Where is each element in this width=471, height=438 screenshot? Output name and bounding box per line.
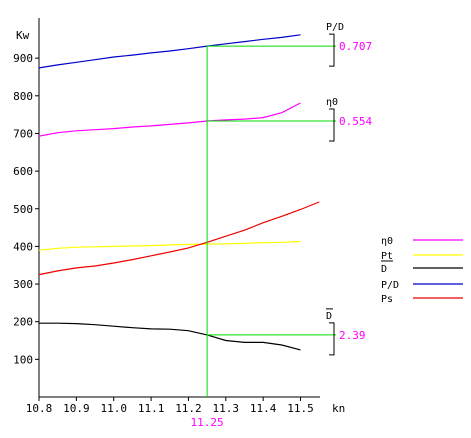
- y-tick-label: 600: [13, 165, 33, 178]
- x-tick-label: 11.4: [250, 402, 277, 415]
- annotation-value-0: 0.554: [339, 115, 372, 128]
- y-tick-label: 500: [13, 203, 33, 216]
- legend-label-ps: Ps: [381, 294, 393, 305]
- y-tick-label: 200: [13, 316, 33, 329]
- x-tick-label: 11.5: [287, 402, 314, 415]
- legend-label-pd: P/D: [381, 280, 399, 291]
- x-tick-label: 10.9: [63, 402, 90, 415]
- y-tick-label: 100: [13, 353, 33, 366]
- y-tick-label: 700: [13, 127, 33, 140]
- annotation-title-0: η0: [326, 97, 338, 108]
- series-line-pd: [38, 34, 301, 69]
- y-tick-label: 400: [13, 240, 33, 253]
- x-tick-label: 11.1: [138, 402, 165, 415]
- annotation-bracket-d: [329, 322, 335, 356]
- y-tick-label: 900: [13, 52, 33, 65]
- cursor: 11.25: [191, 46, 224, 429]
- annotation-value-d: 2.39: [339, 329, 366, 342]
- y-tick-label: 800: [13, 90, 33, 103]
- series-line-d: [39, 322, 301, 351]
- annotation-bracket-0: [329, 108, 335, 142]
- series-line-ps: [38, 201, 320, 276]
- y-tick-label: 300: [13, 278, 33, 291]
- x-tick-label: 11.0: [100, 402, 127, 415]
- annotation-value-pd: 0.707: [339, 40, 372, 53]
- annotation-title-pd: P/D: [326, 22, 344, 33]
- y-tick-labels: 100 200 300 400 500 600 700 800 900: [13, 52, 39, 366]
- annotations: η00.554 D 2.39 P/D 0.707: [207, 22, 372, 356]
- x-tick-label: 11.3: [213, 402, 240, 415]
- legend-label-d: D: [381, 264, 387, 275]
- x-tick-label: 10.8: [26, 402, 53, 415]
- legend: η0 Pt D P/D Ps: [381, 236, 463, 305]
- cursor-label: 11.25: [191, 416, 224, 429]
- annotation-title-d: D: [326, 311, 332, 322]
- x-axis-label: kn: [332, 402, 345, 415]
- x-tick-labels: 10.8 10.9 11.0 11.1 11.2 11.3 11.4 11.5: [26, 397, 314, 415]
- series-line-0: [38, 102, 301, 137]
- series-line-pt: [38, 240, 301, 251]
- series-lines: [38, 34, 320, 351]
- x-tick-label: 11.2: [175, 402, 202, 415]
- annotation-bracket-pd: [329, 33, 335, 67]
- legend-label-pt: Pt: [381, 251, 393, 262]
- legend-label-0: η0: [381, 236, 393, 247]
- y-axis-label: Kw: [16, 29, 30, 42]
